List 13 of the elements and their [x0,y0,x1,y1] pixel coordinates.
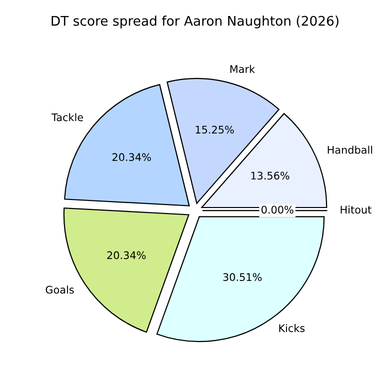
slice-label: Handball [328,146,372,154]
data-label: 20.34% [112,153,151,162]
category-label: Hitout [340,206,372,214]
slice-label: Goals [46,286,74,294]
slice-label: Tackle [51,113,84,122]
data-label: 13.56% [251,172,290,180]
data-label: 15.25% [196,126,234,134]
slice-label: Mark [230,64,256,73]
data-label: 20.34% [107,251,146,260]
chart-title: DT score spread for Aaron Naughton (2026) [52,16,338,28]
text: 0.00% [262,206,294,214]
slice-label: Kicks [279,324,305,332]
data-label: 30.51% [223,273,262,282]
